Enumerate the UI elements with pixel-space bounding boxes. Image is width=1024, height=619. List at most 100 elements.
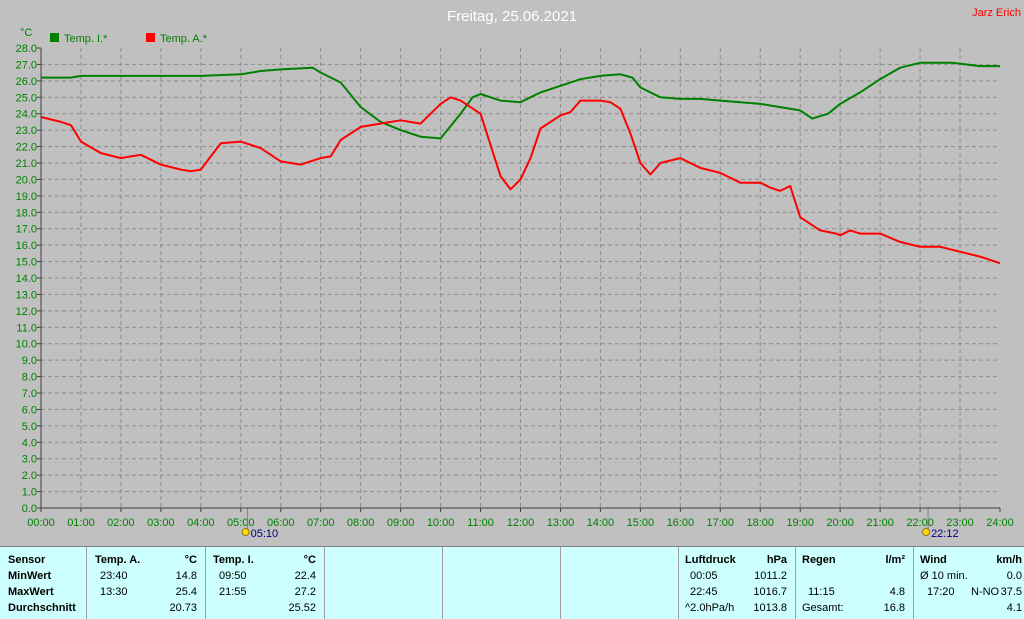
y-tick-label: 14.0 (16, 273, 37, 285)
regen-total: 16.8 (883, 602, 905, 614)
x-tick-label: 12:00 (507, 517, 535, 529)
sunset-icon (922, 528, 930, 536)
x-axis-ticks: 00:00 01:00 02:00 03:00 04:00 05:00 06:00 07:00… (27, 508, 1014, 529)
x-tick-label: 18:00 (746, 517, 774, 529)
series-lines (40, 61, 1001, 265)
y-tick-label: 13.0 (16, 289, 37, 301)
luftdruck-min-time: 00:05 (690, 570, 718, 582)
row-label-min: MinWert (8, 570, 52, 582)
x-tick-label: 09:00 (387, 517, 415, 529)
temp-a-max-time: 13:30 (100, 586, 128, 598)
x-tick-label: 23:00 (946, 517, 974, 529)
regen-value: 4.8 (889, 586, 905, 598)
x-tick-label: 06:00 (267, 517, 295, 529)
temp-i-min-time: 09:50 (219, 570, 247, 582)
empty-column-3 (561, 547, 679, 619)
y-tick-label: 9.0 (22, 355, 37, 367)
y-tick-label: 26.0 (16, 76, 37, 88)
legend-label-temp-i: Temp. I.* (64, 33, 108, 45)
row-label-sensor: Sensor (8, 554, 46, 566)
legend-swatch-temp-i (50, 33, 59, 42)
empty-column-2 (443, 547, 561, 619)
x-tick-label: 13:00 (547, 517, 575, 529)
author-label: Jarz Erich (972, 7, 1021, 19)
y-tick-label: 18.0 (16, 207, 37, 219)
regen-header: Regen (802, 554, 836, 566)
wind-max-time: 17:20 (927, 586, 955, 598)
y-tick-label: 1.0 (22, 487, 37, 499)
x-tick-label: 01:00 (67, 517, 95, 529)
y-tick-label: 2.0 (22, 470, 37, 482)
temp-a-min: 14.8 (175, 570, 197, 582)
regen-column: Regen l/m² 11:15 4.8 Gesamt: 16.8 (796, 547, 914, 619)
x-tick-label: 24:00 (986, 517, 1014, 529)
y-tick-label: 5.0 (22, 421, 37, 433)
x-tick-label: 03:00 (147, 517, 175, 529)
y-tick-label: 3.0 (22, 454, 37, 466)
statistics-table: Sensor MinWert MaxWert Durchschnitt Temp… (0, 546, 1024, 619)
temp-i-average: 25.52 (288, 602, 316, 614)
temp-a-min-time: 23:40 (100, 570, 128, 582)
y-tick-label: 11.0 (16, 322, 37, 334)
luftdruck-max-time: 22:45 (690, 586, 718, 598)
luftdruck-trend-label: ^2.0hPa/h (685, 602, 735, 614)
temp-i-max: 27.2 (294, 586, 316, 598)
luftdruck-max: 1016.7 (753, 586, 787, 598)
y-tick-label: 28.0 (16, 43, 37, 55)
temp-i-unit: °C (303, 554, 316, 566)
y-tick-label: 10.0 (16, 339, 37, 351)
temperature-chart: 0.0 1.0 2.0 3.0 4.0 5.0 6.0 7.0 8.0 9.0 10.0 11.0 12… (16, 7, 1021, 540)
y-tick-label: 0.0 (22, 503, 37, 515)
temp-a-average: 20.73 (169, 602, 197, 614)
legend-label-temp-a: Temp. A.* (160, 33, 208, 45)
y-tick-label: 12.0 (16, 306, 37, 318)
wind-header: Wind (920, 554, 947, 566)
temp-i-column: Temp. I. °C 09:50 22.4 21:55 27.2 25.52 (206, 547, 325, 619)
sunrise-icon (241, 528, 250, 536)
row-labels-column: Sensor MinWert MaxWert Durchschnitt (0, 547, 87, 619)
wind-max: 37.5 (1000, 586, 1022, 598)
regen-unit: l/m² (885, 554, 905, 566)
y-axis-unit: °C (20, 27, 32, 39)
y-tick-label: 16.0 (16, 240, 37, 252)
sun-marker-label: 22:12 (931, 528, 959, 540)
luftdruck-header: Luftdruck (685, 554, 736, 566)
sun-markers: 05:10 22:12 (241, 508, 959, 540)
x-tick-label: 19:00 (786, 517, 814, 529)
x-tick-label: 10:00 (427, 517, 455, 529)
y-tick-label: 6.0 (22, 404, 37, 416)
sun-marker-label: 05:10 (251, 528, 279, 540)
regen-time: 11:15 (808, 586, 835, 598)
empty-column-1 (325, 547, 443, 619)
regen-total-label: Gesamt: (802, 602, 844, 614)
luftdruck-column: Luftdruck hPa 00:05 1011.2 22:45 1016.7 … (679, 547, 796, 619)
wind-max-direction: N-NO (971, 586, 1000, 598)
temp-a-max: 25.4 (175, 586, 197, 598)
series-line-temp-a (40, 96, 1001, 265)
luftdruck-min: 1011.2 (754, 570, 787, 582)
y-tick-label: 19.0 (16, 191, 37, 203)
x-tick-label: 02:00 (107, 517, 135, 529)
y-tick-label: 27.0 (16, 59, 37, 71)
wind-last: 4.1 (1006, 602, 1022, 614)
wind-avg-label: Ø 10 min. (920, 570, 968, 582)
temp-i-max-time: 21:55 (219, 586, 247, 598)
y-tick-label: 23.0 (16, 125, 37, 137)
temp-a-unit: °C (184, 554, 197, 566)
row-label-average: Durchschnitt (8, 602, 76, 614)
y-tick-label: 21.0 (16, 158, 37, 170)
temp-a-header: Temp. A. (95, 554, 141, 566)
y-axis-ticks: 0.0 1.0 2.0 3.0 4.0 5.0 6.0 7.0 8.0 9.0 10.0 11.0 12… (16, 43, 41, 515)
y-tick-label: 25.0 (16, 92, 37, 104)
temp-i-header: Temp. I. (213, 554, 254, 566)
y-tick-label: 20.0 (16, 174, 37, 186)
y-tick-label: 24.0 (16, 109, 37, 121)
grid (41, 48, 1000, 508)
x-tick-label: 14:00 (587, 517, 615, 529)
luftdruck-unit: hPa (766, 554, 787, 566)
x-tick-label: 04:00 (187, 517, 215, 529)
y-tick-label: 4.0 (22, 437, 37, 449)
y-tick-label: 17.0 (16, 224, 37, 236)
y-tick-label: 15.0 (16, 257, 37, 269)
x-tick-label: 16:00 (667, 517, 695, 529)
